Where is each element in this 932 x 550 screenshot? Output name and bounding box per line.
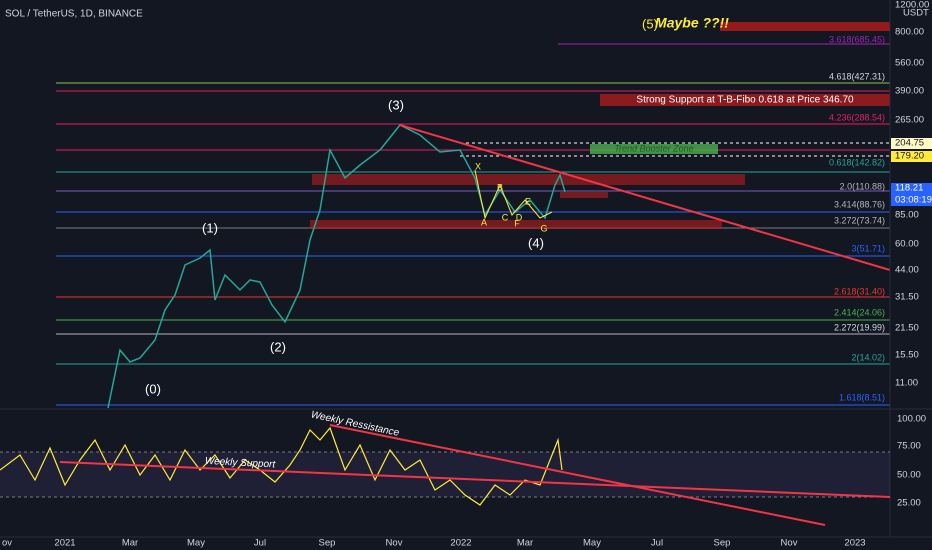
price-tick-label: 03:08:19	[895, 195, 932, 206]
point-label: B	[497, 182, 503, 192]
time-tick-label: 2022	[450, 538, 471, 549]
trend-line	[59, 461, 891, 498]
wave-label: (4)	[528, 235, 544, 250]
price-tick-label: 44.00	[895, 265, 919, 276]
price-box	[891, 151, 932, 162]
maybe-label: Maybe ??!!	[655, 15, 729, 31]
price-tick-label: 15.50	[895, 350, 919, 361]
time-tick-label: Mar	[517, 538, 533, 549]
price-tick-label: 118.21	[895, 183, 923, 194]
currency: USDT	[903, 8, 929, 19]
fib-label: 3(51.71)	[851, 243, 885, 253]
time-tick-label: 2023	[844, 538, 865, 549]
wave-label: (3)	[388, 97, 404, 112]
trend-line	[399, 124, 891, 271]
fib-label: 3.414(88.76)	[834, 199, 885, 209]
wave-lines	[474, 169, 553, 220]
band	[0, 452, 890, 497]
price-tick-label: 31.50	[895, 292, 919, 303]
fib-label: 0.618(142.82)	[829, 157, 885, 167]
time-tick-label: ov	[2, 538, 12, 549]
time-tick-label: Nov	[386, 538, 403, 549]
price-tick-label: 800.00	[895, 27, 924, 38]
wave-label: (1)	[202, 220, 218, 235]
fib-label: 3.272(73.74)	[834, 215, 885, 225]
time-tick-label: Nov	[781, 538, 798, 549]
fib-label: 4.236(288.54)	[829, 112, 885, 122]
wave-label: (0)	[145, 381, 161, 396]
zone-label: Strong Support at T-B-Fibo 0.618 at Pric…	[636, 95, 854, 106]
point-label: A	[481, 217, 487, 227]
time-tick-label: Sep	[714, 538, 731, 549]
zone	[590, 144, 718, 154]
price-tick-label: 11.00	[895, 378, 918, 389]
fib-lines	[56, 43, 890, 406]
trend-line	[329, 424, 826, 526]
price-tick-label: 204.75	[895, 138, 924, 149]
time-tick-label: May	[187, 538, 205, 549]
point-label: G	[540, 223, 547, 233]
point-label: E	[525, 196, 531, 206]
point-label: D	[516, 212, 523, 222]
fib-label: 2.618(31.40)	[834, 286, 885, 296]
zone-label: Trend Booster Zone	[614, 143, 693, 153]
point-label: X	[475, 161, 481, 171]
point-label: C	[502, 212, 509, 222]
price-box	[891, 183, 932, 206]
indicator-tick-label: 100.00	[897, 414, 926, 425]
price-tick-label: 265.00	[895, 115, 924, 126]
wave-label: (2)	[270, 339, 286, 354]
indicator-tick-label: 25.00	[897, 498, 921, 509]
indicator-tick-label: 75.00	[897, 441, 921, 452]
zone	[310, 220, 722, 229]
fib-label: 4.618(427.31)	[829, 71, 885, 81]
price-tick-label: 179.20	[895, 151, 924, 162]
oscillator	[0, 426, 563, 506]
price-tick-label: 85.00	[895, 210, 919, 221]
fib-label: 2.414(24.06)	[834, 307, 885, 317]
fib-label: 2(14.02)	[851, 352, 885, 362]
indicator-tick-label: 50.00	[897, 470, 921, 481]
time-tick-label: 2021	[54, 538, 75, 549]
price-tick-label: 21.50	[895, 323, 919, 334]
zone	[560, 192, 608, 198]
indicator-label: Weekly Support	[205, 456, 277, 471]
time-tick-label: Sep	[319, 538, 336, 549]
price-tick-label: 1200.00	[895, 0, 929, 11]
fib-label: 2.0(110.88)	[840, 181, 885, 191]
fib-label: 1.618(8.51)	[839, 392, 885, 402]
time-tick-label: Jul	[651, 538, 663, 549]
zone	[720, 22, 890, 31]
zone	[312, 174, 745, 185]
zone	[600, 94, 890, 106]
fib-label: 2.272(19.99)	[834, 322, 885, 332]
fib-label: 3.618(685.45)	[829, 34, 885, 44]
time-tick-label: May	[583, 538, 601, 549]
wave-label: (5)	[642, 16, 658, 31]
price-box	[891, 138, 932, 149]
price-tick-label: 390.00	[895, 86, 924, 97]
price-tick-label: 60.00	[895, 239, 919, 250]
point-label: F	[514, 218, 520, 228]
time-tick-label: Mar	[122, 538, 138, 549]
symbol-title: SOL / TetherUS, 1D, BINANCE	[5, 9, 143, 20]
price-line	[107, 124, 566, 409]
time-tick-label: Jul	[254, 538, 266, 549]
price-tick-label: 560.00	[895, 58, 924, 69]
